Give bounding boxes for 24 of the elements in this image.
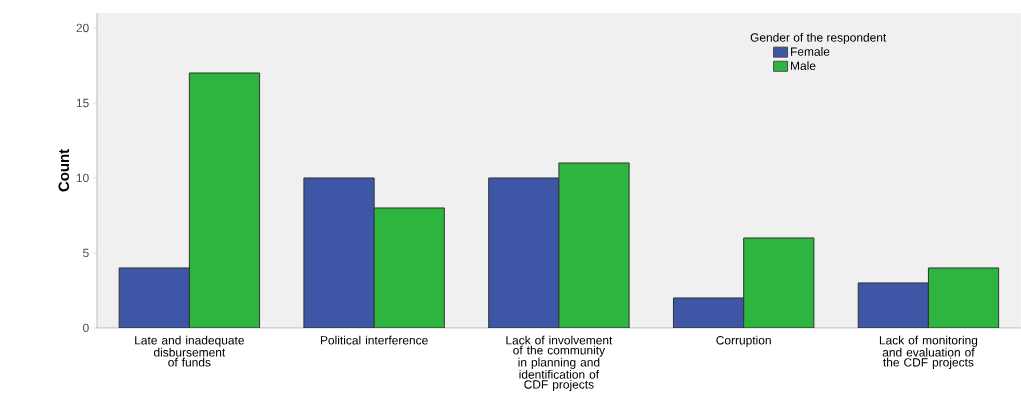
x-tick-label: Corruption (716, 335, 771, 347)
legend-title: Gender of the respondent (750, 32, 887, 45)
legend-label: Female (791, 47, 830, 56)
x-tick-label: Political interference (320, 335, 428, 345)
x-tick-label: Lack of involvement of the community in planning and identification of CDF projects (506, 335, 613, 392)
y-tick-label: 10 (76, 173, 89, 183)
y-tick-label: 0 (83, 323, 89, 333)
bar (118, 267, 190, 328)
y-axis-title: Count (58, 149, 70, 192)
bar (743, 237, 815, 328)
legend-label: Male (791, 61, 816, 71)
bar (373, 207, 445, 328)
bar (303, 177, 375, 328)
bar (857, 282, 929, 328)
bar (188, 72, 261, 328)
bar (558, 162, 630, 328)
x-tick-label: Late and inadequate disbursement of funds (135, 335, 244, 367)
bar (927, 267, 1000, 328)
y-tick-label: 5 (83, 248, 89, 258)
bar (488, 177, 560, 328)
y-tick-label: 15 (76, 98, 89, 108)
y-tick-label: 20 (76, 23, 89, 33)
x-tick-label: Lack of monitoring and evaluation of the CDF projects (879, 335, 978, 369)
bar (672, 297, 745, 328)
